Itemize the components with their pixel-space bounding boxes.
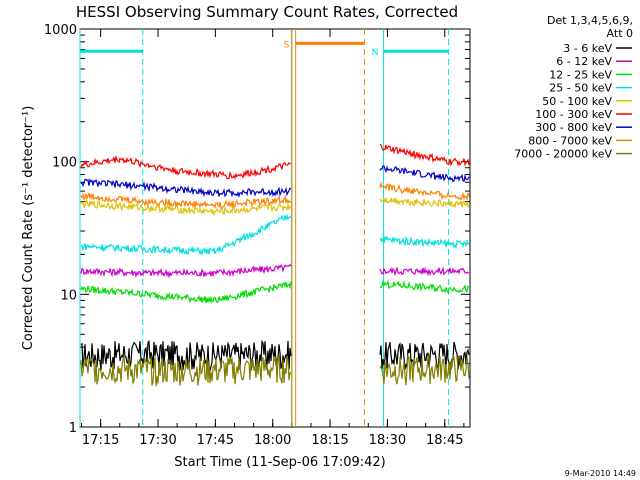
series-line <box>379 341 470 371</box>
legend-header: Att 0 <box>607 27 633 40</box>
y-tick-label: 1 <box>69 421 77 436</box>
legend-label: 25 - 50 keV <box>549 82 612 95</box>
y-axis-label: Corrected Count Rate (s⁻¹ detector⁻¹) <box>21 106 36 351</box>
x-axis-label: Start Time (11-Sep-06 17:09:42) <box>174 455 385 470</box>
series-line <box>80 154 292 180</box>
x-tick-label: 18:30 <box>369 433 406 448</box>
x-tick-label: 17:15 <box>82 433 119 448</box>
footer-timestamp: 9-Mar-2010 14:49 <box>565 469 636 478</box>
x-tick-label: 17:30 <box>139 433 176 448</box>
series-line <box>379 143 470 167</box>
series-line <box>80 191 292 210</box>
y-tick-label: 100 <box>52 156 77 171</box>
series-line <box>379 353 470 386</box>
plot-area <box>79 28 471 428</box>
y-tick-label: 1000 <box>44 23 77 38</box>
x-tick-label: 17:45 <box>197 433 234 448</box>
x-tick-label: 18:00 <box>254 433 291 448</box>
legend-label: 800 - 7000 keV <box>528 134 612 147</box>
series-line <box>379 196 470 209</box>
series-line <box>379 266 470 277</box>
legend-label: 12 - 25 keV <box>549 68 612 81</box>
legend-label: 300 - 800 keV <box>535 121 612 134</box>
series-line <box>379 279 470 294</box>
y-tick-label: 10 <box>60 288 77 303</box>
series-line <box>80 355 292 387</box>
series-line <box>80 199 292 217</box>
x-tick-label: 18:15 <box>311 433 348 448</box>
series-line <box>80 213 292 257</box>
legend-header: Det 1,3,4,5,6,9, <box>547 14 633 27</box>
legend-label: 3 - 6 keV <box>563 42 612 55</box>
series-lines <box>80 143 470 387</box>
series-line <box>80 281 292 304</box>
series-line <box>379 165 470 183</box>
series-line <box>379 235 470 250</box>
series-line <box>80 263 292 279</box>
plot-frame <box>79 28 471 428</box>
legend-label: 100 - 300 keV <box>535 108 612 121</box>
legend-label: 50 - 100 keV <box>542 95 612 108</box>
legend-label: 7000 - 20000 keV <box>514 148 612 161</box>
chart-title: HESSI Observing Summary Count Rates, Cor… <box>76 3 458 21</box>
series-line <box>379 181 470 201</box>
series-line <box>80 178 292 199</box>
flag-label: S <box>284 40 290 50</box>
axes: 1 10 100 1000 17:15 17:30 17:45 18:00 18:15 18:30… <box>44 23 470 448</box>
legend-label: 6 - 12 keV <box>556 55 612 68</box>
flag-label: N <box>372 48 379 58</box>
x-tick-label: 18:45 <box>426 433 463 448</box>
